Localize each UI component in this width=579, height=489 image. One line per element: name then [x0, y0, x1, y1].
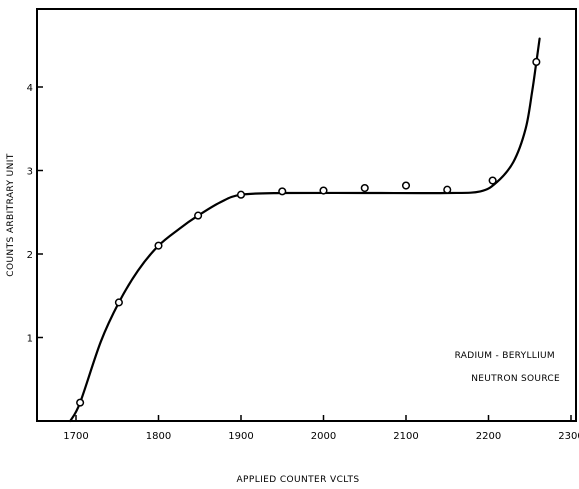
series-layer — [69, 37, 541, 423]
data-point-marker — [401, 181, 411, 190]
x-tick-label: 1900 — [228, 431, 253, 442]
data-point-marker — [488, 176, 497, 185]
data-point-marker — [194, 211, 203, 220]
data-point-marker — [319, 186, 328, 195]
data-point-marker — [154, 241, 163, 250]
data-point-marker — [360, 183, 369, 193]
y-axis-ticks: 1 2 3 4 — [27, 83, 43, 345]
x-tick-label: 1700 — [63, 431, 88, 442]
x-tick-label: 2100 — [393, 431, 418, 442]
y-tick-label: 3 — [27, 167, 33, 178]
x-axis-ticks: 1700 1800 1900 2000 2100 2200 2300 — [63, 415, 579, 442]
data-point-marker — [236, 190, 246, 199]
data-point-marker — [532, 57, 541, 67]
data-point-marker — [278, 187, 287, 196]
data-point-marker — [76, 398, 85, 407]
y-tick-label: 2 — [27, 250, 33, 261]
x-tick-label: 2000 — [311, 431, 336, 442]
data-point-marker — [443, 185, 452, 194]
plot-frame — [36, 8, 577, 422]
x-tick-label: 2200 — [476, 431, 501, 442]
annotation-line-1: RADIUM - BERYLLIUM — [455, 351, 555, 361]
x-tick-label: 2300 — [558, 431, 579, 442]
series-curve — [69, 37, 541, 423]
x-axis-title: APPLIED COUNTER VCLTS — [237, 475, 360, 485]
y-tick-label: 4 — [27, 83, 33, 94]
y-tick-label: 1 — [27, 334, 33, 345]
y-axis-title: COUNTS ARBITRARY UNIT — [6, 153, 16, 277]
x-tick-label: 1800 — [146, 431, 171, 442]
data-point-marker — [114, 298, 123, 307]
annotation-line-2: NEUTRON SOURCE — [471, 374, 560, 384]
